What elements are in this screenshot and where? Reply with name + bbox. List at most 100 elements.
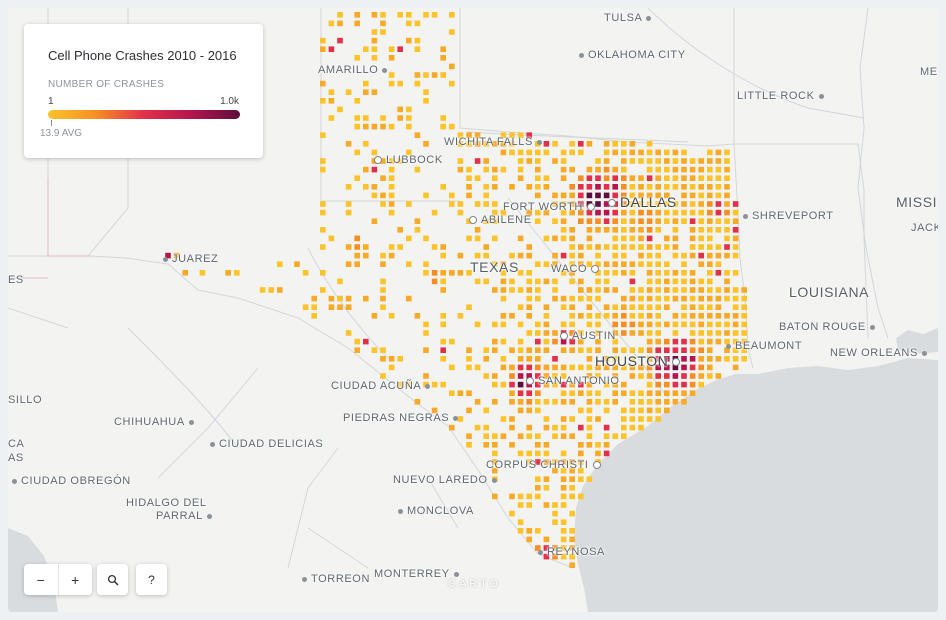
grid-cell (414, 80, 421, 87)
grid-cell (646, 166, 653, 173)
grid-cell (354, 12, 360, 18)
grid-cell (664, 321, 670, 328)
grid-cell (354, 123, 360, 130)
grid-cell (689, 381, 696, 388)
grid-cell (466, 141, 472, 147)
grid-cell (595, 338, 601, 345)
grid-cell (681, 149, 687, 156)
grid-cell (595, 278, 601, 285)
grid-cell (664, 201, 670, 207)
grid-cell (578, 209, 584, 216)
grid-cell (655, 278, 661, 285)
grid-cell (707, 347, 713, 353)
grid-cell (664, 287, 670, 293)
zoom-out-button[interactable]: − (24, 564, 58, 595)
grid-cell (698, 227, 704, 233)
grid-cell (526, 407, 532, 414)
grid-cell (509, 381, 515, 388)
grid-cell (672, 347, 679, 353)
grid-cell (664, 158, 670, 164)
label-shreveport: SHREVEPORT (739, 210, 834, 222)
grid-cell (474, 278, 481, 285)
zoom-out-label: − (36, 571, 45, 588)
grid-cell (689, 304, 696, 310)
grid-cell (380, 115, 386, 121)
grid-cell (371, 184, 378, 190)
grid-cell (388, 80, 395, 87)
grid-cell (638, 244, 644, 250)
grid-cell (182, 270, 188, 276)
grid-cell (449, 123, 455, 130)
grid-cell (509, 278, 515, 285)
grid-cell (517, 407, 524, 414)
grid-cell (664, 261, 670, 267)
grid-cell (715, 373, 722, 379)
grid-cell (578, 347, 584, 353)
grid-cell (388, 123, 395, 130)
grid-cell (492, 442, 498, 448)
grid-cell (509, 399, 515, 405)
grid-cell (612, 338, 618, 345)
grid-cell (526, 450, 532, 457)
gulf-of-mexico (574, 358, 938, 612)
magnifier-icon (107, 574, 119, 586)
grid-cell (586, 442, 593, 448)
grid-cell (311, 313, 317, 319)
grid-cell (535, 166, 541, 173)
help-button[interactable]: ? (136, 564, 167, 595)
grid-cell (689, 192, 696, 199)
grid-cell (646, 141, 653, 147)
grid-cell (621, 175, 627, 181)
search-button[interactable] (97, 564, 128, 595)
grid-cell (621, 244, 627, 250)
grid-cell (603, 227, 610, 233)
grid-cell (440, 72, 446, 78)
grid-cell (552, 502, 558, 508)
grid-cell (509, 493, 515, 500)
grid-cell (612, 261, 618, 267)
grid-cell (526, 424, 532, 431)
label-baton-rouge: BATON ROUGE (779, 321, 879, 333)
grid-cell (629, 313, 636, 319)
grid-cell (612, 330, 618, 336)
grid-cell (552, 338, 558, 345)
carto-attribution[interactable]: CARTO (448, 578, 502, 590)
grid-cell (707, 201, 713, 207)
grid-cell (371, 12, 378, 18)
grid-cell (612, 192, 618, 199)
grid-cell (543, 304, 550, 310)
grid-cell (526, 536, 532, 543)
map-canvas[interactable]: TULSA OKLAHOMA CITY AMARILLO LITTLE ROCK… (8, 8, 938, 612)
grid-cell (621, 364, 627, 371)
grid-cell (492, 166, 498, 173)
zoom-in-button[interactable]: + (58, 564, 92, 595)
label-edge-ca: CA (8, 438, 25, 450)
grid-cell (543, 149, 550, 156)
legend-min-label: 1 (48, 96, 54, 107)
grid-cell (732, 209, 739, 216)
grid-cell (689, 373, 696, 379)
grid-cell (569, 270, 575, 276)
grid-cell (492, 321, 498, 328)
grid-cell (552, 201, 558, 207)
grid-cell (431, 209, 438, 216)
label-lubbock: LUBBOCK (370, 154, 443, 166)
grid-cell (586, 347, 593, 353)
grid-cell (449, 364, 455, 371)
grid-cell (363, 115, 369, 121)
grid-cell (689, 252, 696, 259)
grid-cell (560, 519, 567, 525)
grid-cell (543, 545, 550, 551)
river-mississippi (857, 8, 889, 339)
grid-cell (526, 252, 532, 259)
grid-cell (612, 433, 618, 439)
grid-cell (543, 235, 550, 242)
grid-cell (543, 424, 550, 431)
grid-cell (517, 364, 524, 371)
grid-cell (543, 476, 550, 482)
grid-cell (560, 227, 567, 233)
grid-cell (629, 295, 636, 302)
grid-cell (603, 424, 610, 431)
grid-cell (638, 252, 644, 259)
grid-cell (621, 347, 627, 353)
